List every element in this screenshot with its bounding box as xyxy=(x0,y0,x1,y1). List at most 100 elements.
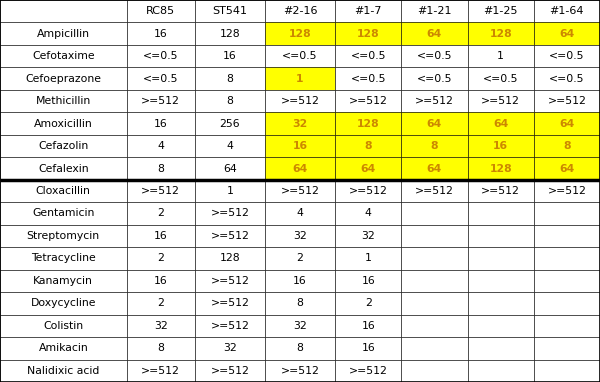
Bar xyxy=(127,0,195,23)
Text: #1-7: #1-7 xyxy=(355,6,382,16)
Bar xyxy=(534,315,600,337)
Text: 128: 128 xyxy=(490,163,512,173)
Text: 16: 16 xyxy=(493,141,508,151)
Bar xyxy=(195,247,265,270)
Text: Colistin: Colistin xyxy=(43,321,83,331)
Text: >=512: >=512 xyxy=(415,186,454,196)
Bar xyxy=(0,0,127,23)
Text: <=0.5: <=0.5 xyxy=(483,74,518,84)
Bar xyxy=(0,202,127,225)
Bar xyxy=(195,202,265,225)
Text: >=512: >=512 xyxy=(141,186,180,196)
Text: 64: 64 xyxy=(559,118,575,129)
Text: 8: 8 xyxy=(364,141,372,151)
Text: 1: 1 xyxy=(226,186,233,196)
Text: Doxycycline: Doxycycline xyxy=(31,298,96,308)
Text: 2: 2 xyxy=(157,209,164,219)
Text: 4: 4 xyxy=(365,209,371,219)
Bar xyxy=(265,270,335,292)
Bar xyxy=(0,292,127,315)
Bar xyxy=(265,225,335,247)
Bar xyxy=(335,202,401,225)
Bar xyxy=(534,23,600,45)
Text: 16: 16 xyxy=(154,231,167,241)
Bar xyxy=(401,315,467,337)
Bar xyxy=(195,270,265,292)
Text: 8: 8 xyxy=(226,74,233,84)
Bar xyxy=(335,135,401,157)
Text: Kanamycin: Kanamycin xyxy=(34,276,93,286)
Bar xyxy=(534,90,600,112)
Text: 16: 16 xyxy=(361,343,375,353)
Bar xyxy=(265,67,335,90)
Bar xyxy=(0,23,127,45)
Text: 8: 8 xyxy=(226,96,233,106)
Text: 16: 16 xyxy=(154,118,167,129)
Bar xyxy=(335,45,401,67)
Text: 8: 8 xyxy=(296,298,304,308)
Bar xyxy=(467,135,534,157)
Bar xyxy=(265,45,335,67)
Text: 1: 1 xyxy=(365,253,371,264)
Bar xyxy=(467,157,534,180)
Bar xyxy=(534,45,600,67)
Text: 16: 16 xyxy=(223,51,237,61)
Bar xyxy=(335,270,401,292)
Text: Ampicillin: Ampicillin xyxy=(37,29,90,39)
Bar xyxy=(265,135,335,157)
Bar xyxy=(0,112,127,135)
Bar xyxy=(127,45,195,67)
Bar xyxy=(195,180,265,202)
Text: Cefazolin: Cefazolin xyxy=(38,141,88,151)
Bar xyxy=(467,292,534,315)
Bar xyxy=(195,45,265,67)
Bar xyxy=(534,180,600,202)
Bar xyxy=(265,90,335,112)
Bar xyxy=(467,202,534,225)
Bar xyxy=(335,359,401,382)
Text: 128: 128 xyxy=(357,118,379,129)
Text: 32: 32 xyxy=(154,321,167,331)
Bar xyxy=(335,23,401,45)
Bar xyxy=(195,337,265,359)
Bar xyxy=(467,247,534,270)
Bar xyxy=(401,67,467,90)
Bar xyxy=(0,157,127,180)
Text: ST541: ST541 xyxy=(212,6,247,16)
Bar xyxy=(401,135,467,157)
Bar xyxy=(265,112,335,135)
Bar xyxy=(467,270,534,292)
Bar xyxy=(0,359,127,382)
Text: 64: 64 xyxy=(559,29,575,39)
Bar xyxy=(401,23,467,45)
Text: 2: 2 xyxy=(157,253,164,264)
Text: 64: 64 xyxy=(427,163,442,173)
Text: Cefalexin: Cefalexin xyxy=(38,163,89,173)
Text: 16: 16 xyxy=(361,276,375,286)
Bar xyxy=(534,0,600,23)
Bar xyxy=(534,67,600,90)
Text: 8: 8 xyxy=(431,141,438,151)
Text: Cefoeprazone: Cefoeprazone xyxy=(25,74,101,84)
Bar xyxy=(127,90,195,112)
Text: 64: 64 xyxy=(427,118,442,129)
Bar xyxy=(335,315,401,337)
Text: #2-16: #2-16 xyxy=(283,6,317,16)
Text: >=512: >=512 xyxy=(211,209,250,219)
Text: >=512: >=512 xyxy=(211,231,250,241)
Text: >=512: >=512 xyxy=(481,186,520,196)
Text: 16: 16 xyxy=(292,141,308,151)
Bar xyxy=(534,337,600,359)
Text: 8: 8 xyxy=(296,343,304,353)
Bar xyxy=(401,247,467,270)
Text: >=512: >=512 xyxy=(211,321,250,331)
Text: >=512: >=512 xyxy=(547,186,586,196)
Text: <=0.5: <=0.5 xyxy=(282,51,318,61)
Text: >=512: >=512 xyxy=(349,366,388,376)
Bar xyxy=(401,0,467,23)
Bar xyxy=(195,292,265,315)
Text: 32: 32 xyxy=(292,118,308,129)
Text: 128: 128 xyxy=(289,29,311,39)
Bar xyxy=(534,247,600,270)
Bar xyxy=(127,112,195,135)
